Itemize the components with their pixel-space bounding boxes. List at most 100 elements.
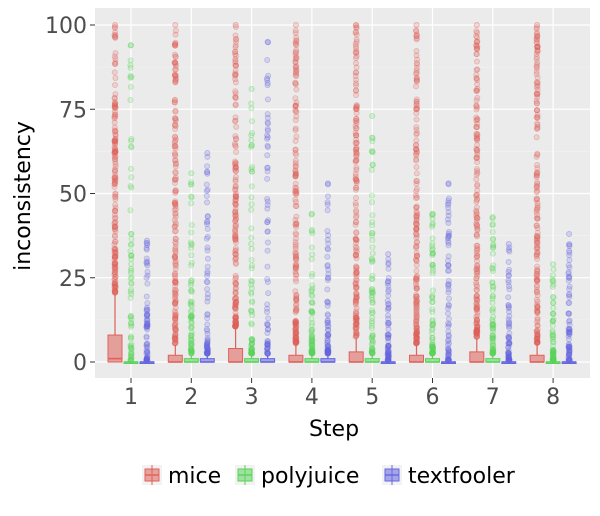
outlier-point bbox=[308, 210, 315, 217]
outlier-point bbox=[232, 319, 239, 326]
outlier-point bbox=[172, 287, 179, 294]
outlier-point bbox=[473, 300, 480, 307]
outlier-point bbox=[232, 76, 239, 83]
outlier-point bbox=[293, 213, 300, 220]
outlier-point bbox=[474, 312, 481, 319]
outlier-point bbox=[292, 318, 299, 325]
outlier-point bbox=[293, 63, 300, 70]
outlier-point bbox=[353, 284, 360, 291]
outlier-point bbox=[293, 337, 300, 344]
outlier-point bbox=[112, 254, 119, 261]
outlier-point bbox=[111, 260, 118, 267]
outlier-point bbox=[188, 259, 195, 266]
outlier-point bbox=[232, 193, 239, 200]
outlier-point bbox=[413, 307, 420, 314]
outlier-point bbox=[352, 219, 359, 226]
outlier-point bbox=[413, 216, 420, 223]
outlier-point bbox=[111, 246, 118, 253]
outlier-point bbox=[353, 24, 360, 31]
outlier-point bbox=[292, 202, 299, 209]
outlier-point bbox=[265, 350, 272, 357]
outlier-point bbox=[292, 80, 299, 87]
outlier-point bbox=[232, 322, 239, 329]
outlier-point bbox=[265, 315, 272, 322]
outlier-point bbox=[111, 148, 118, 155]
outlier-point bbox=[232, 164, 239, 171]
outlier-point bbox=[474, 269, 481, 276]
outlier-point bbox=[534, 36, 541, 43]
outlier-point bbox=[413, 323, 420, 330]
outlier-point bbox=[233, 167, 240, 174]
outlier-point bbox=[292, 319, 299, 326]
outlier-point bbox=[505, 353, 512, 360]
outlier-point bbox=[292, 108, 299, 115]
outlier-point bbox=[172, 300, 179, 307]
outlier-point bbox=[414, 104, 421, 111]
outlier-point bbox=[309, 332, 316, 339]
outlier-point bbox=[413, 178, 420, 185]
outlier-point bbox=[111, 181, 118, 188]
outlier-point bbox=[429, 349, 436, 356]
outlier-point bbox=[172, 176, 179, 183]
outlier-point bbox=[473, 130, 480, 137]
outlier-point bbox=[533, 68, 540, 75]
outlier-point bbox=[413, 297, 420, 304]
outlier-point bbox=[112, 50, 119, 57]
outlier-point bbox=[112, 167, 119, 174]
outlier-point bbox=[293, 47, 300, 54]
outlier-point bbox=[414, 252, 421, 259]
outlier-point bbox=[111, 207, 118, 214]
outlier-point bbox=[474, 191, 481, 198]
outlier-point bbox=[111, 104, 118, 111]
outlier-point bbox=[232, 140, 239, 147]
outlier-point bbox=[353, 31, 360, 38]
outlier-point bbox=[203, 326, 210, 333]
outlier-point bbox=[292, 255, 299, 262]
outlier-point bbox=[111, 232, 118, 239]
outlier-point bbox=[534, 112, 541, 119]
outlier-point bbox=[171, 200, 178, 207]
y-tick-label: 100 bbox=[45, 14, 87, 39]
outlier-point bbox=[248, 183, 255, 190]
outlier-point bbox=[429, 318, 436, 325]
outlier-point bbox=[352, 314, 359, 321]
outlier-point bbox=[111, 288, 118, 295]
outlier-point bbox=[293, 300, 300, 307]
outlier-point bbox=[473, 168, 480, 175]
outlier-point bbox=[533, 50, 540, 57]
outlier-point bbox=[204, 199, 211, 206]
outlier-point bbox=[249, 337, 256, 344]
outlier-point bbox=[188, 278, 195, 285]
outlier-point bbox=[413, 130, 420, 137]
outlier-point bbox=[112, 172, 119, 179]
outlier-point bbox=[172, 333, 179, 340]
outlier-point bbox=[143, 246, 150, 253]
outlier-point bbox=[111, 25, 118, 32]
outlier-point bbox=[172, 160, 179, 167]
outlier-point bbox=[413, 295, 420, 302]
outlier-point bbox=[413, 194, 420, 201]
outlier-point bbox=[143, 333, 150, 340]
outlier-point bbox=[127, 42, 134, 49]
outlier-point bbox=[412, 281, 419, 288]
outlier-point bbox=[549, 283, 556, 290]
outlier-point bbox=[413, 301, 420, 308]
outlier-point bbox=[248, 234, 255, 241]
outlier-point bbox=[111, 138, 118, 145]
outlier-point bbox=[172, 331, 179, 338]
outlier-point bbox=[293, 69, 300, 76]
outlier-point bbox=[292, 137, 299, 144]
outlier-point bbox=[352, 312, 359, 319]
outlier-point bbox=[232, 245, 239, 252]
outlier-point bbox=[353, 152, 360, 159]
x-tick-label: 5 bbox=[365, 385, 379, 410]
outlier-point bbox=[534, 90, 541, 97]
outlier-point bbox=[353, 103, 360, 110]
outlier-point bbox=[232, 201, 239, 208]
outlier-point bbox=[172, 205, 179, 212]
outlier-point bbox=[413, 35, 420, 42]
outlier-point bbox=[489, 279, 496, 286]
outlier-point bbox=[111, 275, 118, 282]
outlier-point bbox=[172, 314, 179, 321]
outlier-point bbox=[292, 338, 299, 345]
